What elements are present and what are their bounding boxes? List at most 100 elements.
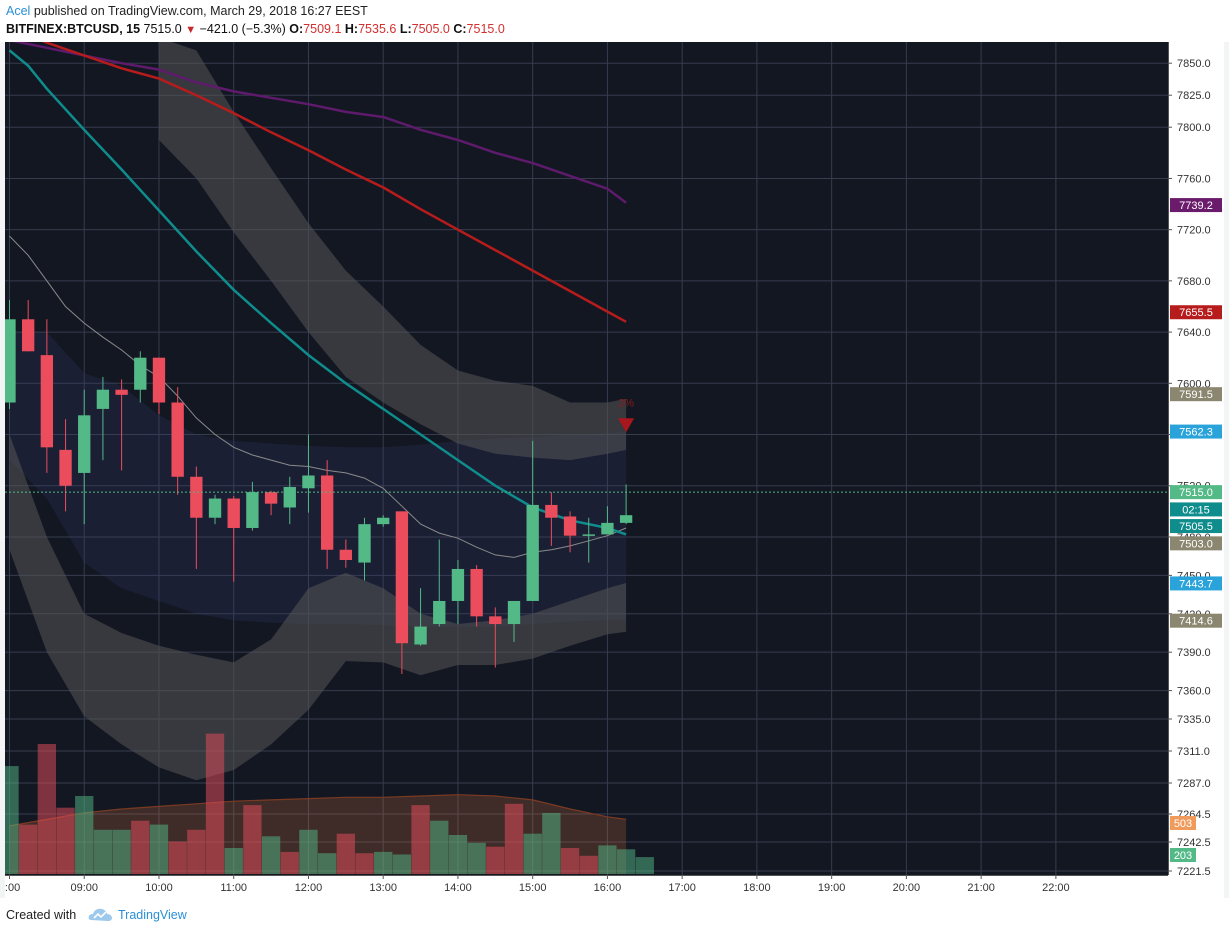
volume-bar (616, 849, 636, 874)
price-badge-label: 7505.5 (1179, 521, 1213, 533)
volume-bar (374, 851, 393, 874)
candle-body (433, 600, 446, 625)
down-triangle-icon: ▼ (185, 24, 197, 36)
volume-bar (336, 833, 355, 874)
candle-body (320, 475, 334, 550)
candle-body (115, 389, 128, 395)
time-tick-label: 10:00 (145, 882, 173, 894)
volume-bar (168, 841, 187, 874)
price-badge (1170, 305, 1222, 320)
created-with-text: Created with (6, 908, 77, 922)
candle-body (470, 568, 483, 617)
price-badge-label: 02:15 (1182, 504, 1210, 516)
price-chart[interactable]: 2% 7850.0 7825.0 7800.0 7760.0 7720.0 7680.0 76… (0, 26, 1224, 898)
candle-body (152, 357, 166, 403)
volume-bar (317, 853, 337, 874)
time-tick-label: 14:00 (444, 882, 472, 894)
volume-badge-label: 203 (1174, 850, 1192, 862)
volume-bar (504, 803, 524, 874)
last-price: 7515.0 (143, 22, 182, 36)
candle-body (59, 449, 72, 486)
candle-body (377, 517, 390, 525)
candle-body (545, 504, 558, 518)
volume-bar (205, 733, 225, 874)
candle-body (395, 511, 409, 644)
candle-body (358, 524, 371, 563)
volume-bar (19, 824, 38, 874)
price-badge (1170, 387, 1222, 402)
volume-bar (299, 829, 318, 874)
candle-body (619, 515, 633, 523)
volume-bar (131, 820, 150, 874)
price-tick-label: 7720.0 (1177, 225, 1211, 237)
low-label: L: (399, 22, 412, 36)
volume-bar (75, 796, 94, 874)
time-tick-label: 22:00 (1042, 882, 1070, 894)
volume-bar (224, 848, 243, 874)
price-badge-label: 7515.0 (1179, 487, 1213, 499)
candle-body (264, 492, 278, 504)
volume-bar (112, 829, 131, 874)
low-value: 7505.0 (411, 22, 450, 36)
volume-bar (598, 845, 617, 874)
volume-bar (579, 855, 598, 874)
time-tick-label: 20:00 (893, 882, 921, 894)
open-value: 7509.1 (303, 22, 342, 36)
publish-info: published on TradingView.com, March 29, … (33, 4, 368, 18)
band-fill (9, 332, 627, 627)
candle-body (246, 492, 259, 528)
time-tick-label: 09:00 (70, 882, 98, 894)
price-badge (1170, 576, 1222, 591)
candle-body (96, 389, 110, 409)
volume-bar (187, 829, 206, 874)
candle-body (3, 319, 16, 403)
price-tick-label: 7221.5 (1177, 866, 1211, 878)
symbol-name: BITFINEX:BTCUSD, 15 (6, 22, 141, 36)
price-badge (1170, 485, 1222, 500)
price-tick-label: 7800.0 (1177, 122, 1211, 134)
time-tick-label: 17:00 (668, 882, 696, 894)
volume-bar (243, 805, 262, 874)
sell-signal-triangle-icon (618, 418, 635, 433)
price-tick-label: 7760.0 (1177, 173, 1211, 185)
close-value: 7515.0 (466, 22, 505, 36)
price-badge-label: 7503.0 (1179, 538, 1213, 550)
tradingview-brand-link[interactable]: TradingView (118, 908, 187, 922)
tradingview-logo-icon[interactable] (88, 906, 114, 929)
volume-bar (149, 824, 169, 874)
candle-body (22, 319, 35, 352)
volume-bar (37, 744, 57, 874)
publish-line: Acel published on TradingView.com, March… (6, 4, 368, 18)
volume-bar (523, 833, 542, 874)
time-tick-label: 18:00 (743, 882, 771, 894)
high-label: H: (344, 22, 359, 36)
candle-body (190, 476, 203, 518)
volume-bar (392, 854, 412, 874)
price-badge-label: 7443.7 (1179, 578, 1213, 590)
price-badge (1170, 198, 1222, 213)
price-badge-label: 7655.5 (1179, 307, 1213, 319)
candle-body (451, 568, 465, 601)
price-tick-label: 7242.5 (1177, 837, 1211, 849)
moving-average-thin (9, 235, 627, 558)
price-badge-label: 7414.6 (1179, 616, 1213, 628)
time-tick-label: 21:00 (967, 882, 995, 894)
price-badge (1170, 502, 1222, 517)
volume-bar (93, 829, 113, 874)
time-tick-label: 16:00 (594, 882, 622, 894)
price-tick-label: 7640.0 (1177, 327, 1211, 339)
price-tick-label: 7335.0 (1177, 714, 1211, 726)
candle-body (582, 534, 595, 536)
author-link[interactable]: Acel (6, 4, 31, 18)
price-change: −421.0 (−5.3%) (199, 22, 286, 36)
candle-body (339, 549, 352, 560)
time-tick-label: 13:00 (369, 882, 397, 894)
price-tick-label: 7850.0 (1177, 58, 1211, 70)
price-tick-label: 7311.0 (1177, 746, 1210, 758)
volume-bar (355, 853, 374, 874)
candle-body (526, 504, 539, 601)
high-value: 7535.6 (358, 22, 397, 36)
chart-area[interactable]: 2% 7850.0 7825.0 7800.0 7760.0 7720.0 7680.0 76… (0, 26, 1224, 898)
volume-bar (56, 807, 75, 874)
open-label: O: (289, 22, 304, 36)
